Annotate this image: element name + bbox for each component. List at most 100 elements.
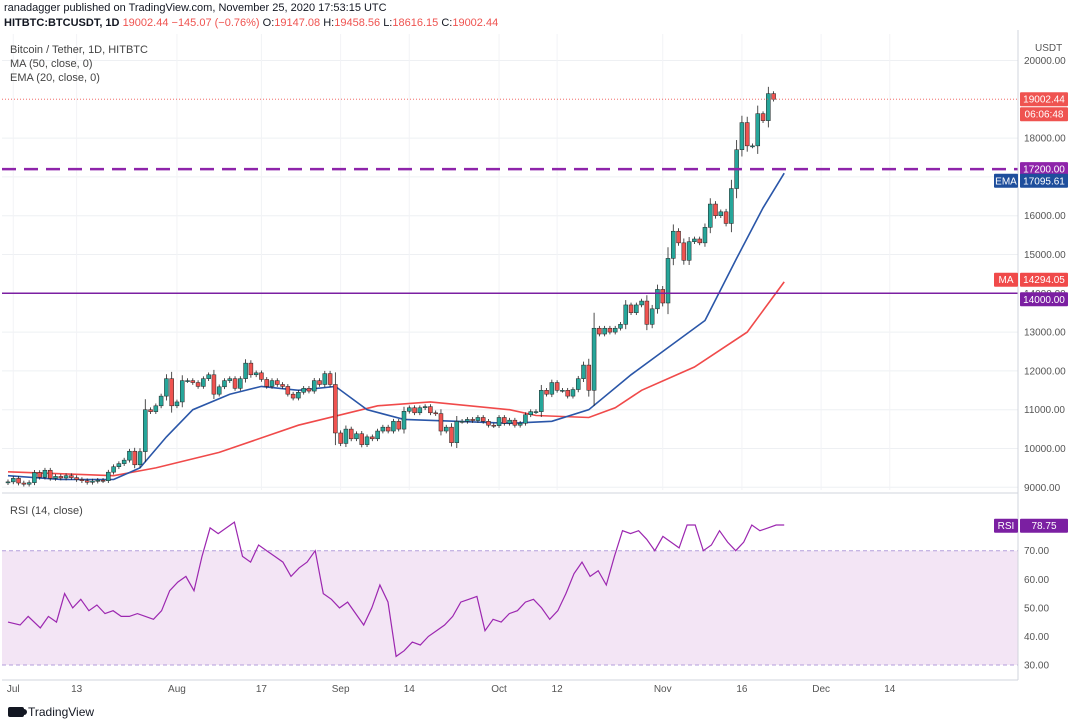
candle — [523, 412, 528, 426]
candle-body — [153, 405, 159, 412]
candle — [544, 387, 549, 397]
candle-body — [53, 476, 58, 479]
candle — [639, 298, 644, 308]
price-tick-label: 13000.00 — [1024, 328, 1066, 339]
ema-name-tag-text: EMA — [995, 176, 1017, 187]
candle-body — [428, 406, 433, 414]
candle — [238, 376, 243, 391]
candle — [549, 379, 555, 398]
candle — [121, 457, 127, 466]
high-value: 19458.56 — [334, 17, 381, 29]
candle-body — [649, 308, 655, 325]
candle-body — [211, 374, 217, 395]
candle-body — [285, 386, 291, 395]
candle — [565, 387, 570, 399]
rsi-tick-label: 50.00 — [1024, 603, 1049, 614]
candle-body — [644, 300, 650, 325]
candle-body — [243, 362, 248, 379]
candle — [713, 201, 718, 219]
close-label: C: — [441, 17, 453, 29]
candle-body — [391, 421, 396, 432]
candle — [697, 236, 702, 246]
candle-body — [533, 411, 539, 413]
candle — [470, 417, 475, 423]
candle-body — [692, 238, 697, 242]
level-17200-tag-bg — [1020, 162, 1068, 177]
candle — [296, 389, 301, 401]
low-value: 18616.15 — [392, 17, 439, 29]
candle — [729, 179, 734, 233]
open-value: 19147.08 — [274, 17, 321, 29]
candle — [164, 374, 169, 401]
candle — [327, 370, 333, 388]
close-value: 19002.44 — [452, 17, 499, 29]
rsi-value-tag-text: 78.75 — [1031, 521, 1056, 532]
candle — [602, 325, 607, 337]
candle — [422, 404, 428, 411]
candle-body — [216, 386, 222, 395]
candle — [185, 378, 190, 383]
candle-body — [174, 401, 180, 407]
time-axis: Jul 13 Aug 17 Sep 14 Oct 12 Nov 16 Dec 14 — [2, 679, 1018, 695]
candle — [243, 359, 248, 383]
candle — [750, 143, 755, 149]
candle-body — [354, 433, 359, 440]
candle-body — [290, 393, 296, 399]
candle-body — [512, 419, 518, 426]
candle — [660, 286, 665, 307]
candle-body — [755, 113, 761, 147]
candle-body — [750, 145, 755, 148]
candle-body — [459, 421, 465, 423]
price-tick-label: 10000.00 — [1024, 444, 1066, 455]
candle-body — [618, 324, 623, 329]
candle-body — [602, 327, 607, 335]
candle-body — [164, 378, 169, 397]
candle — [211, 369, 217, 400]
candle — [681, 238, 687, 265]
candle-body — [364, 436, 370, 445]
indicator-legend: Bitcoin / Tether, 1D, HITBTC MA (50, clo… — [10, 43, 148, 85]
candle-body — [491, 424, 497, 427]
ema-name-tag: EMA — [994, 173, 1018, 188]
candle-body — [222, 380, 227, 388]
candle-body — [401, 411, 407, 430]
candle — [301, 386, 306, 395]
candle — [311, 377, 317, 394]
candle-body — [655, 289, 660, 310]
candle — [317, 378, 322, 387]
candle — [280, 382, 285, 389]
candle-body — [190, 380, 196, 383]
candle — [195, 380, 201, 389]
ema20-line — [7, 172, 785, 481]
candle — [560, 387, 565, 393]
candle — [702, 223, 708, 247]
candle-body — [671, 230, 676, 259]
candle-body — [269, 380, 275, 387]
level-17200-tag-text: 17200.00 — [1023, 165, 1065, 176]
candle — [359, 431, 365, 448]
candle-body — [100, 480, 106, 482]
candle — [338, 430, 343, 447]
candle-body — [443, 426, 449, 432]
open-label: O: — [262, 17, 275, 29]
candle-body — [502, 417, 507, 424]
candle — [216, 384, 222, 397]
candle-body — [713, 203, 718, 216]
candle-body — [523, 414, 528, 424]
candle — [158, 393, 164, 409]
candle-body — [639, 300, 644, 306]
candle-body — [407, 407, 412, 412]
candle — [517, 420, 523, 428]
candle-body — [433, 412, 438, 415]
candle — [570, 387, 576, 399]
countdown-tag: 06:06:48 — [1020, 107, 1068, 122]
horizontal-levels — [2, 98, 1018, 295]
candle — [259, 370, 264, 382]
candle — [512, 417, 518, 428]
candle — [465, 417, 470, 424]
candle-body — [586, 364, 592, 391]
candle — [623, 300, 629, 330]
candle — [375, 428, 380, 442]
